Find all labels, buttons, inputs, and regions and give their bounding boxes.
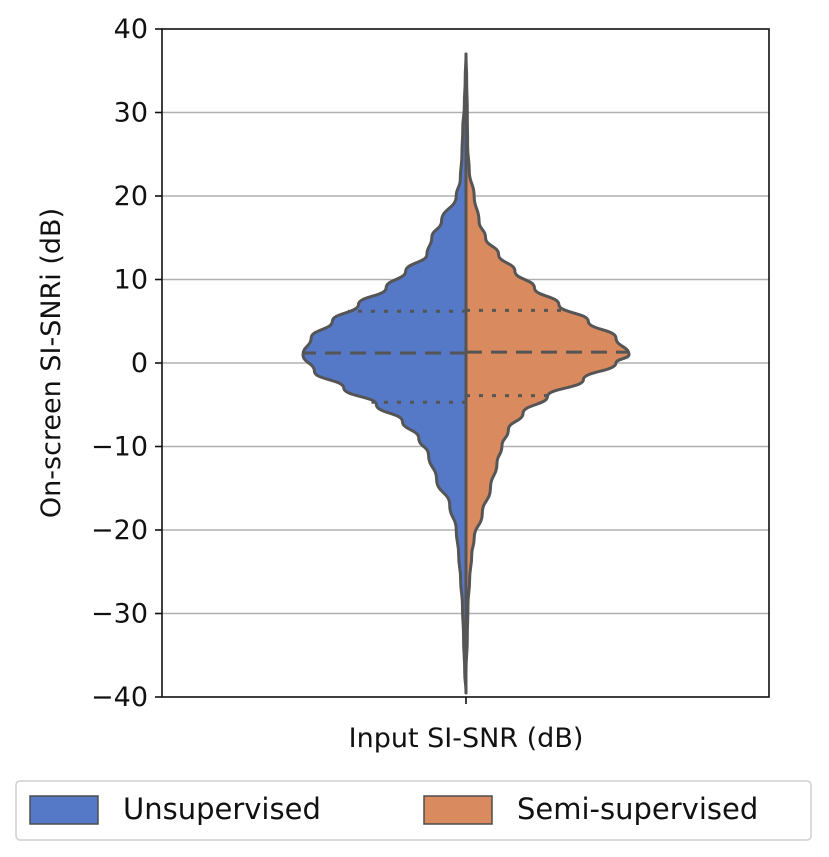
y-tick-label-7: −30 xyxy=(91,599,148,630)
violins xyxy=(301,52,631,695)
violin-semi-supervised xyxy=(464,52,631,695)
y-tick-label-0: 40 xyxy=(114,14,148,45)
y-tick-label-3: 10 xyxy=(114,265,148,296)
legend-swatch-semi-supervised xyxy=(423,795,493,825)
y-axis-title: On-screen SI-SNRi (dB) xyxy=(36,208,67,518)
legend-label-semi-supervised: Semi-supervised xyxy=(517,792,758,826)
legend-label-unsupervised: Unsupervised xyxy=(123,792,321,826)
y-tick-label-4: 0 xyxy=(131,348,148,379)
y-ticks: 40 30 20 10 0 −10 −20 −30 −40 xyxy=(91,14,162,713)
y-tick-label-8: −40 xyxy=(91,682,148,713)
y-tick-label-2: 20 xyxy=(114,181,148,212)
legend: Unsupervised Semi-supervised xyxy=(15,780,812,841)
legend-frame xyxy=(15,780,812,841)
x-axis-title: Input SI-SNR (dB) xyxy=(349,723,584,754)
y-tick-label-6: −20 xyxy=(91,515,148,546)
y-tick-label-1: 30 xyxy=(114,98,148,129)
legend-swatch-unsupervised xyxy=(29,795,99,825)
violin-unsupervised xyxy=(301,52,468,695)
y-tick-label-5: −10 xyxy=(91,432,148,463)
